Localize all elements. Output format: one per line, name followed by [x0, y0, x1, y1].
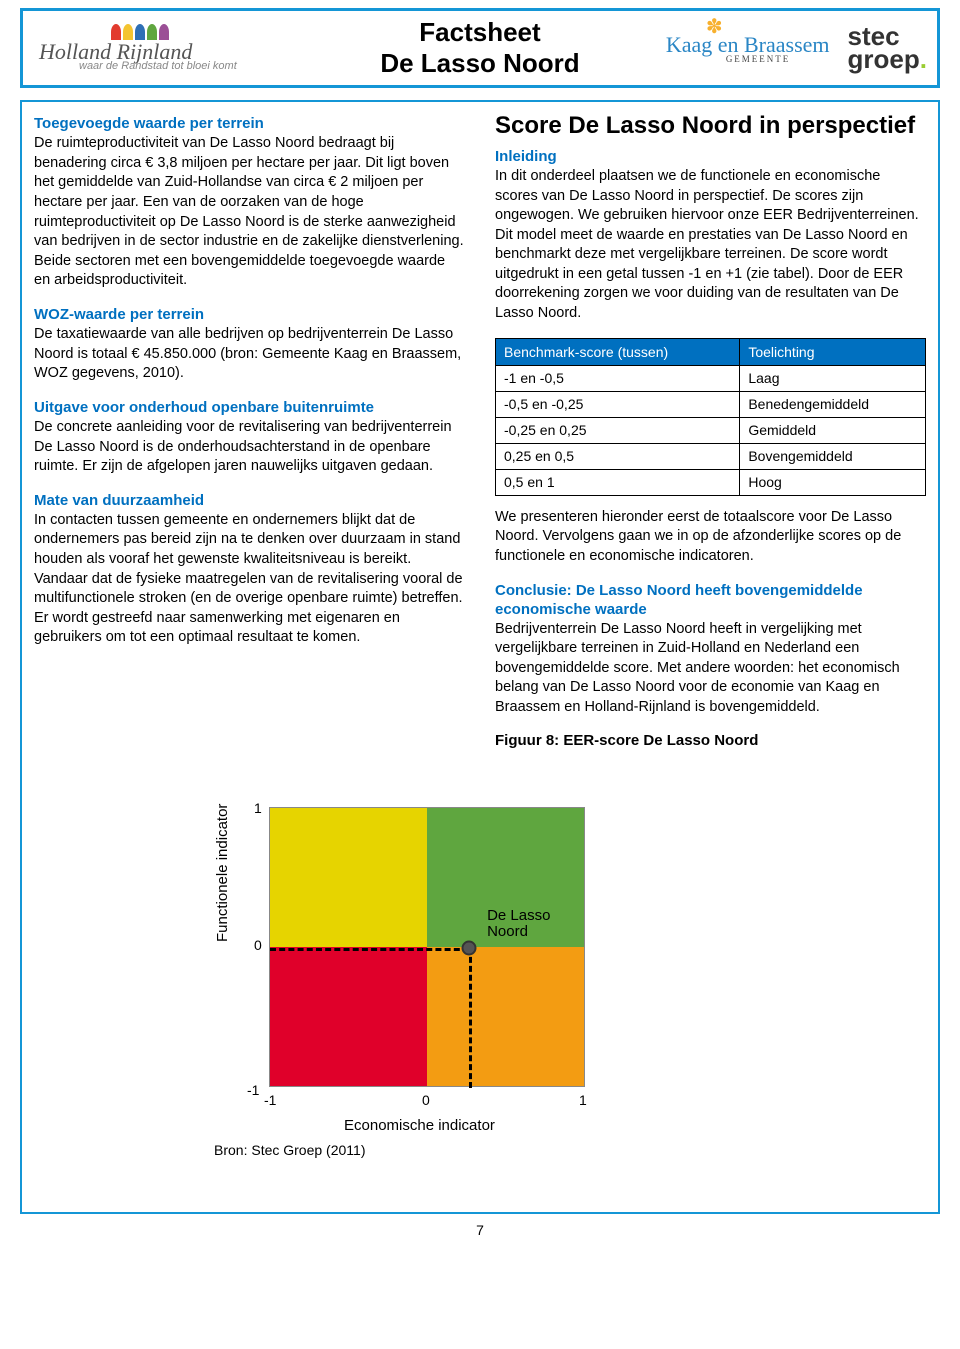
fig-8-caption: Figuur 8: EER-score De Lasso Noord — [495, 731, 926, 751]
p-uitgave: De concrete aanleiding voor de revitalis… — [34, 418, 465, 477]
table-cell: Hoog — [740, 470, 926, 496]
right-column: Score De Lasso Noord in perspectief Inle… — [495, 112, 926, 752]
data-point — [462, 940, 477, 955]
p-toegevoegde: De ruimteproductiviteit van De Lasso Noo… — [34, 134, 465, 291]
dashed-v-line — [469, 948, 472, 1088]
stec-logo: stec groep. — [848, 25, 927, 72]
x-axis-label: Economische indicator — [344, 1117, 495, 1134]
p-conclusie: Bedrijventerrein De Lasso Noord heeft in… — [495, 620, 926, 718]
tulip-icons — [111, 24, 169, 40]
h-duurzaam: Mate van duurzaamheid — [34, 491, 465, 511]
chart-source: Bron: Stec Groep (2011) — [214, 1142, 365, 1158]
left-column: Toegevoegde waarde per terrein De ruimte… — [34, 112, 465, 752]
benchmark-table: Benchmark-score (tussen) Toelichting -1 … — [495, 338, 926, 496]
sub-inleiding: Inleiding — [495, 147, 926, 167]
point-label: De LassoNoord — [487, 908, 550, 941]
y-tick-min: -1 — [247, 1082, 259, 1098]
table-cell: 0,25 en 0,5 — [496, 444, 740, 470]
h-woz: WOZ-waarde per terrein — [34, 305, 465, 325]
dashed-h-line — [270, 948, 469, 951]
y-tick-mid: 0 — [254, 937, 262, 953]
sub-conclusie: Conclusie: De Lasso Noord heeft bovengem… — [495, 581, 926, 620]
p-woz: De taxatiewaarde van alle bedrijven op b… — [34, 325, 465, 384]
table-row: 0,5 en 1Hoog — [496, 470, 926, 496]
two-columns: Toegevoegde waarde per terrein De ruimte… — [34, 112, 926, 752]
y-axis-label: Functionele indicator — [214, 803, 231, 941]
table-cell: Gemiddeld — [740, 418, 926, 444]
quadrant-bottom-right — [427, 947, 584, 1086]
title-line-1: Factsheet — [419, 17, 540, 47]
x-tick-max: 1 — [579, 1092, 587, 1108]
table-cell: Bovengemiddeld — [740, 444, 926, 470]
h-uitgave: Uitgave voor onderhoud openbare buitenru… — [34, 398, 465, 418]
stec-2: groep — [848, 44, 920, 74]
table-cell: -0,25 en 0,25 — [496, 418, 740, 444]
table-cell: Benedengemiddeld — [740, 392, 926, 418]
table-cell: -1 en -0,5 — [496, 366, 740, 392]
eer-chart: 1 0 -1 De LassoNoord Functionele indicat… — [214, 782, 634, 1162]
p-duurzaam: In contacten tussen gemeente en ondernem… — [34, 511, 465, 648]
table-row: -0,25 en 0,25Gemiddeld — [496, 418, 926, 444]
table-row: -1 en -0,5Laag — [496, 366, 926, 392]
header-banner: Holland Rijnland waar de Randstad tot bl… — [20, 8, 940, 88]
page-number: 7 — [20, 1222, 940, 1238]
p-presenteren: We presenteren hieronder eerst de totaal… — [495, 508, 926, 567]
daisy-icon: ✽ — [706, 14, 723, 39]
x-tick-min: -1 — [264, 1092, 276, 1108]
h-toegevoegde: Toegevoegde waarde per terrein — [34, 114, 465, 134]
page: Holland Rijnland waar de Randstad tot bl… — [0, 0, 960, 1258]
p-inleiding: In dit onderdeel plaatsen we de function… — [495, 167, 926, 324]
x-tick-mid: 0 — [422, 1092, 430, 1108]
quadrant-bottom-left — [270, 947, 427, 1086]
th-score: Benchmark-score (tussen) — [496, 338, 740, 366]
kaag-braassem-logo: ✽ Kaag en Braassem GEMEENTE — [666, 32, 830, 64]
table-row: -0,5 en -0,25Benedengemiddeld — [496, 392, 926, 418]
table-row: 0,25 en 0,5Bovengemiddeld — [496, 444, 926, 470]
holland-rijnland-logo: Holland Rijnland waar de Randstad tot bl… — [33, 18, 323, 78]
h-score: Score De Lasso Noord in perspectief — [495, 112, 926, 141]
logo-left-sub: waar de Randstad tot bloei komt — [79, 60, 237, 72]
table-cell: -0,5 en -0,25 — [496, 392, 740, 418]
table-cell: 0,5 en 1 — [496, 470, 740, 496]
title-line-2: De Lasso Noord — [380, 48, 579, 78]
chart-area: De LassoNoord — [269, 807, 585, 1087]
content-frame: Toegevoegde waarde per terrein De ruimte… — [20, 100, 940, 1214]
table-cell: Laag — [740, 366, 926, 392]
factsheet-title: Factsheet De Lasso Noord — [380, 17, 579, 79]
right-logos: ✽ Kaag en Braassem GEMEENTE stec groep. — [666, 25, 927, 72]
th-toelichting: Toelichting — [740, 338, 926, 366]
y-tick-max: 1 — [254, 800, 262, 816]
quadrant-top-left — [270, 808, 427, 947]
